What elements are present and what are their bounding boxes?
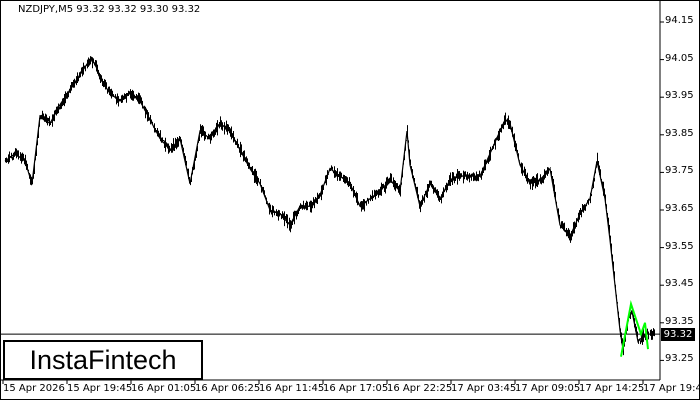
y-tick-label: 93.75 — [665, 165, 694, 177]
current-price-label: 93.32 — [661, 328, 695, 341]
x-tick-label: 16 Apr 22:25 — [387, 383, 453, 394]
y-tick-label: 93.65 — [665, 203, 694, 214]
x-tick-label: 15 Apr 19:45 — [67, 383, 133, 394]
y-tick-label: 93.35 — [665, 315, 694, 327]
y-tick-label: 93.45 — [665, 278, 694, 290]
pattern-line — [620, 300, 649, 357]
price-series — [4, 58, 655, 350]
x-tick-label: 17 Apr 14:25 — [579, 383, 645, 394]
y-tick-label: 94.15 — [665, 15, 694, 26]
x-tick-label: 15 Apr 2026 — [3, 383, 65, 394]
logo: InstaFintech — [3, 340, 203, 380]
y-tick-label: 93.85 — [665, 127, 694, 139]
x-tick-label: 16 Apr 17:05 — [323, 383, 389, 394]
x-tick-label: 16 Apr 06:25 — [195, 383, 261, 394]
x-tick-label: 17 Apr 09:05 — [515, 383, 581, 394]
y-tick-label: 93.25 — [665, 353, 694, 365]
x-tick-label: 17 Apr 03:45 — [451, 383, 517, 394]
y-tick-label: 94.05 — [665, 52, 694, 64]
y-tick-label: 93.55 — [665, 240, 694, 252]
x-tick-label: 17 Apr 19:45 — [643, 383, 700, 394]
chart-title: NZDJPY,M5 93.32 93.32 93.30 93.32 — [18, 4, 201, 15]
x-tick-label: 16 Apr 01:05 — [131, 383, 197, 394]
x-tick-label: 16 Apr 11:45 — [259, 383, 325, 394]
y-tick-label: 93.95 — [665, 90, 694, 102]
